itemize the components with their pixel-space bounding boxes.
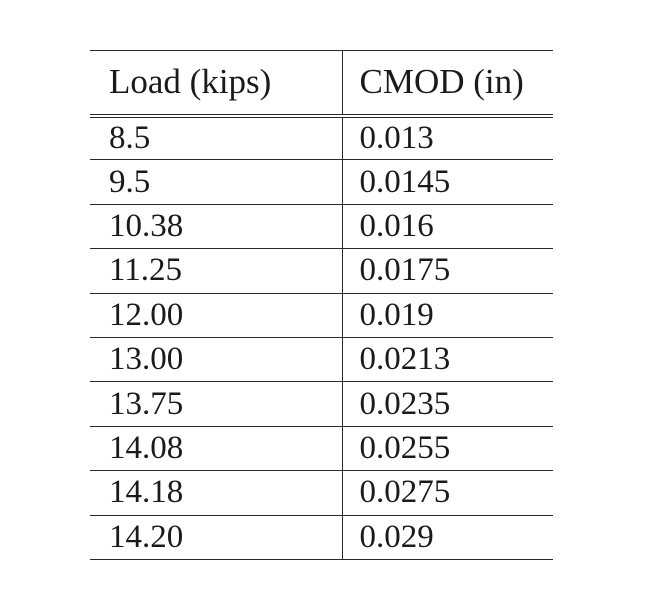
table-row: 11.25 0.0175 xyxy=(90,248,553,294)
cmod-cell: 0.0235 xyxy=(342,381,553,427)
table-row: 8.5 0.013 xyxy=(90,115,553,161)
load-cell: 8.5 xyxy=(90,115,343,161)
table-row: 13.75 0.0235 xyxy=(90,381,553,427)
header-row: Load (kips) CMOD (in) xyxy=(90,50,553,118)
cmod-cell: 0.0175 xyxy=(342,248,553,294)
table-row: 13.00 0.0213 xyxy=(90,337,553,383)
table-body: 8.5 0.013 9.5 0.0145 10.38 0.016 11.25 0… xyxy=(90,115,553,560)
cmod-cell: 0.016 xyxy=(342,204,553,250)
table-header: Load (kips) CMOD (in) xyxy=(90,50,553,118)
load-cmod-table: Load (kips) CMOD (in) 8.5 0.013 9.5 0.01… xyxy=(90,50,553,560)
cmod-cell: 0.019 xyxy=(342,293,553,338)
cmod-cell: 0.0145 xyxy=(342,159,553,205)
data-table-container: Load (kips) CMOD (in) 8.5 0.013 9.5 0.01… xyxy=(90,50,553,560)
column-header-cmod: CMOD (in) xyxy=(342,50,553,118)
load-cell: 10.38 xyxy=(90,204,343,250)
table-row: 14.18 0.0275 xyxy=(90,470,553,516)
load-cell: 12.00 xyxy=(90,293,343,338)
table-row: 9.5 0.0145 xyxy=(90,159,553,205)
load-cell: 9.5 xyxy=(90,159,343,205)
column-header-load: Load (kips) xyxy=(90,50,343,118)
cmod-cell: 0.0213 xyxy=(342,337,553,383)
load-cell: 14.20 xyxy=(90,515,343,560)
load-cell: 11.25 xyxy=(90,248,343,294)
cmod-cell: 0.0255 xyxy=(342,426,553,472)
load-cell: 14.18 xyxy=(90,470,343,516)
table-row: 10.38 0.016 xyxy=(90,204,553,250)
cmod-cell: 0.013 xyxy=(342,115,553,161)
table-row: 14.20 0.029 xyxy=(90,515,553,560)
table-row: 14.08 0.0255 xyxy=(90,426,553,472)
cmod-cell: 0.029 xyxy=(342,515,553,560)
load-cell: 14.08 xyxy=(90,426,343,472)
cmod-cell: 0.0275 xyxy=(342,470,553,516)
table-row: 12.00 0.019 xyxy=(90,293,553,338)
load-cell: 13.00 xyxy=(90,337,343,383)
load-cell: 13.75 xyxy=(90,381,343,427)
